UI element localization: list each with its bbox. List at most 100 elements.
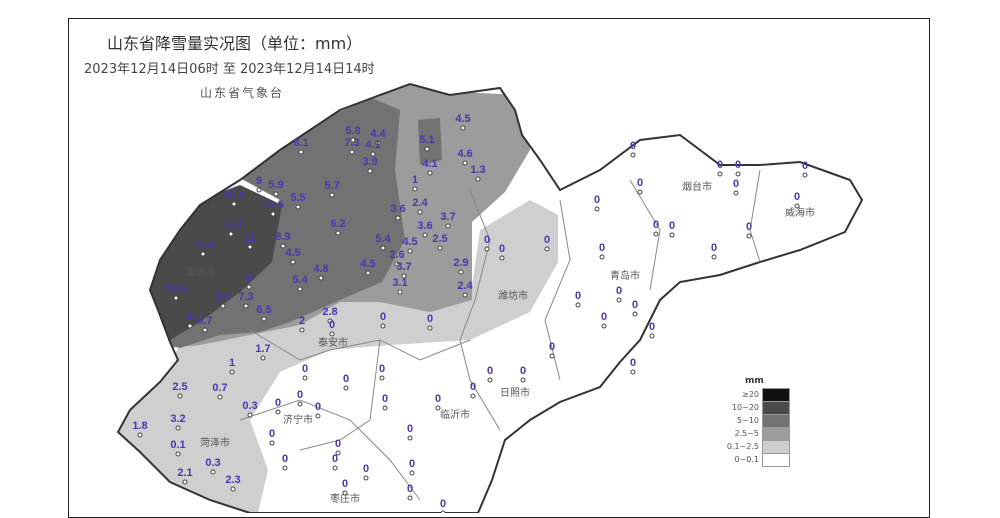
station: 1	[229, 357, 235, 375]
province-outline	[116, 82, 864, 513]
station-value: 5.4	[215, 291, 231, 303]
station-marker	[412, 186, 418, 192]
station: 0	[711, 242, 717, 260]
station-marker	[802, 172, 808, 178]
station: 13.4	[192, 239, 215, 257]
station-value: 4.4	[370, 128, 386, 140]
station: 2.6	[389, 249, 405, 267]
station: 8.7	[197, 315, 213, 333]
station-marker	[401, 273, 407, 279]
station-value: 2.4	[457, 280, 473, 292]
legend-item: ≥20	[725, 388, 790, 401]
station-marker	[332, 465, 338, 471]
station: 0	[427, 313, 433, 331]
station: 6.2	[330, 218, 346, 236]
station-value: 0	[407, 483, 413, 495]
station: 5.4	[292, 274, 309, 292]
station-marker	[247, 412, 253, 418]
station-value: 0	[637, 177, 643, 189]
station-value: 0	[594, 194, 600, 206]
station-marker	[270, 211, 276, 217]
station-value: 5.4	[375, 233, 391, 245]
station-marker	[435, 405, 441, 411]
station: 3.9	[362, 156, 378, 174]
station-marker	[575, 302, 581, 308]
station: 4.1	[422, 158, 438, 176]
station-value: 0	[549, 341, 555, 353]
station: 4.5	[455, 113, 471, 131]
station-marker	[260, 355, 266, 361]
station-value: 5.9	[268, 179, 283, 191]
station: 2.5	[172, 381, 188, 399]
station-value: 0	[382, 393, 388, 405]
station-value: 0.1	[170, 439, 185, 451]
station: 2.3	[225, 474, 241, 492]
station-marker	[363, 475, 369, 481]
station-marker	[594, 206, 600, 212]
legend-swatch	[762, 452, 790, 467]
station: 0	[746, 221, 752, 239]
station-value: 2.8	[322, 306, 337, 318]
station-value: 0	[717, 159, 723, 171]
legend-swatch	[762, 388, 790, 401]
station: 0	[335, 438, 341, 456]
station-marker	[379, 375, 385, 381]
station-value: 2.5	[172, 381, 187, 393]
station: 5.8	[345, 125, 361, 143]
station-value: 0.3	[205, 457, 220, 469]
station-marker	[247, 244, 253, 250]
station: 4.5	[285, 247, 301, 265]
station: 0	[735, 159, 741, 177]
station: 0	[599, 242, 605, 260]
station-value: 0	[544, 234, 550, 246]
station: 2.5	[432, 233, 448, 251]
station-marker	[632, 311, 638, 317]
station-marker	[367, 168, 373, 174]
station-marker	[269, 440, 275, 446]
station: 0.3	[242, 400, 258, 418]
legend-swatch	[762, 401, 790, 414]
station-value: 0	[520, 365, 526, 377]
station-marker	[297, 286, 303, 292]
station: 0	[275, 397, 281, 415]
station: 0	[407, 483, 413, 501]
legend-swatch	[762, 440, 790, 453]
station-value: 7.3	[238, 291, 253, 303]
station-marker	[616, 297, 622, 303]
city-label: 临沂市	[440, 408, 470, 421]
city-label: 青岛市	[610, 269, 640, 282]
station: 2.1	[177, 467, 193, 485]
station: 0	[802, 160, 808, 178]
station-value: 4.5	[402, 236, 417, 248]
station-marker	[422, 232, 428, 238]
station-value: 0	[379, 363, 385, 375]
station-value: 0	[733, 178, 739, 190]
station: 5.5	[290, 192, 306, 210]
station-value: 0	[746, 221, 752, 233]
station-marker	[669, 232, 675, 238]
station: 3.7	[396, 261, 412, 279]
station: 4.5	[402, 236, 418, 254]
zone-0.1-2.5	[118, 200, 558, 513]
station-value: 18.4	[165, 283, 187, 295]
station-marker	[499, 255, 505, 261]
station-value: 0	[669, 220, 675, 232]
station: 15.6	[223, 189, 245, 207]
station-marker	[335, 450, 341, 456]
station-value: 4.1	[365, 139, 380, 151]
station: 0	[282, 453, 288, 471]
station-marker	[424, 146, 430, 152]
legend-label: 0~0.1	[734, 455, 759, 464]
station-value: 0	[302, 363, 308, 375]
legend-item: 5~10	[725, 414, 790, 427]
station-marker	[649, 333, 655, 339]
station-value: 5.5	[290, 192, 305, 204]
station: 0	[649, 321, 655, 339]
station: 0	[484, 234, 490, 252]
station-value: 3.1	[392, 277, 407, 289]
legend-label: 2.5~5	[734, 429, 759, 438]
station: 0	[269, 428, 275, 446]
station-value: 5.8	[345, 125, 360, 137]
station-marker	[601, 323, 607, 329]
